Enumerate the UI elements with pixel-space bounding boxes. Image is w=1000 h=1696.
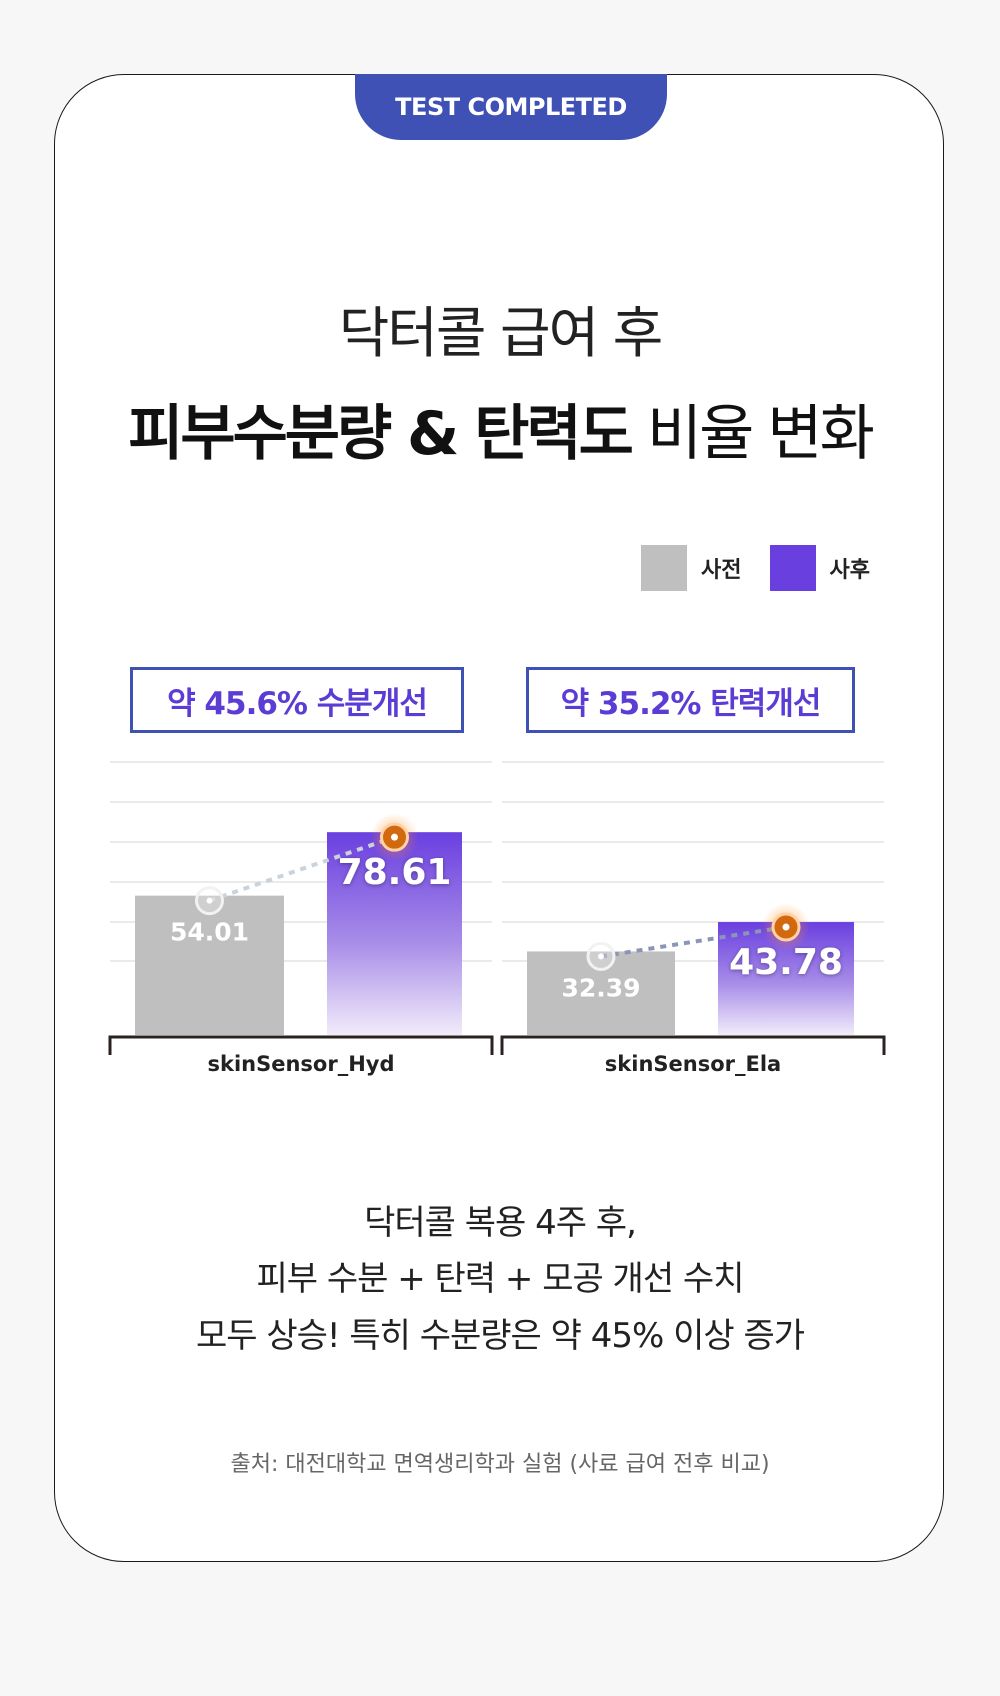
bar-chart: 54.01 78.61 skinSensor_Hyd 32.39 43.78 skinSe… bbox=[108, 761, 886, 1076]
title-line1: 닥터콜 급여 후 bbox=[338, 301, 664, 365]
caption-line1: 닥터콜 복용 4주 후, bbox=[364, 1203, 637, 1243]
result-card bbox=[54, 74, 944, 1562]
legend-swatch-before bbox=[641, 545, 688, 591]
title-line2-bold: 피부수분량 & 탄력도 bbox=[128, 399, 634, 469]
trend-connector bbox=[208, 835, 396, 903]
callout-elasticity: 약 35.2% 탄력개선 bbox=[526, 667, 855, 733]
axis-bracket bbox=[108, 1035, 494, 1055]
legend-swatch-after bbox=[769, 545, 816, 591]
caption-line2: 피부 수분 + 탄력 + 모공 개선 수치 bbox=[256, 1259, 745, 1299]
after-marker-dot bbox=[782, 923, 790, 931]
trend-connector bbox=[600, 925, 787, 959]
title-line2: 피부수분량 & 탄력도 비율 변화 bbox=[0, 385, 1000, 472]
legend-label-after: 사후 bbox=[829, 558, 870, 583]
category-label: skinSensor_Hyd bbox=[207, 1052, 394, 1076]
source-note: 출처: 대전대학교 면역생리학과 실험 (사료 급여 전후 비교) bbox=[230, 1452, 770, 1477]
bar-before-hyd bbox=[135, 895, 284, 1035]
data-label-after: 43.78 bbox=[729, 942, 843, 983]
axis-bracket bbox=[500, 1035, 886, 1055]
bar-after-hyd bbox=[327, 832, 462, 1035]
chart-legend: 사전 사후 bbox=[641, 545, 870, 591]
test-completed-badge: TEST COMPLETED bbox=[355, 74, 667, 140]
category-label: skinSensor_Ela bbox=[605, 1052, 781, 1076]
before-marker-dot bbox=[206, 897, 213, 904]
data-label-after: 78.61 bbox=[338, 852, 452, 893]
bar-before-ela bbox=[527, 951, 675, 1035]
caption-line3: 모두 상승! 특히 수분량은 약 45% 이상 증가 bbox=[195, 1316, 805, 1356]
legend-label-before: 사전 bbox=[701, 558, 742, 583]
data-label-before: 32.39 bbox=[561, 973, 640, 1002]
before-marker-dot bbox=[598, 953, 604, 960]
title-line2-light: 비율 변화 bbox=[630, 399, 875, 469]
data-label-before: 54.01 bbox=[170, 918, 249, 947]
callout-hydration: 약 45.6% 수분개선 bbox=[130, 667, 464, 733]
after-marker-dot bbox=[391, 833, 398, 841]
